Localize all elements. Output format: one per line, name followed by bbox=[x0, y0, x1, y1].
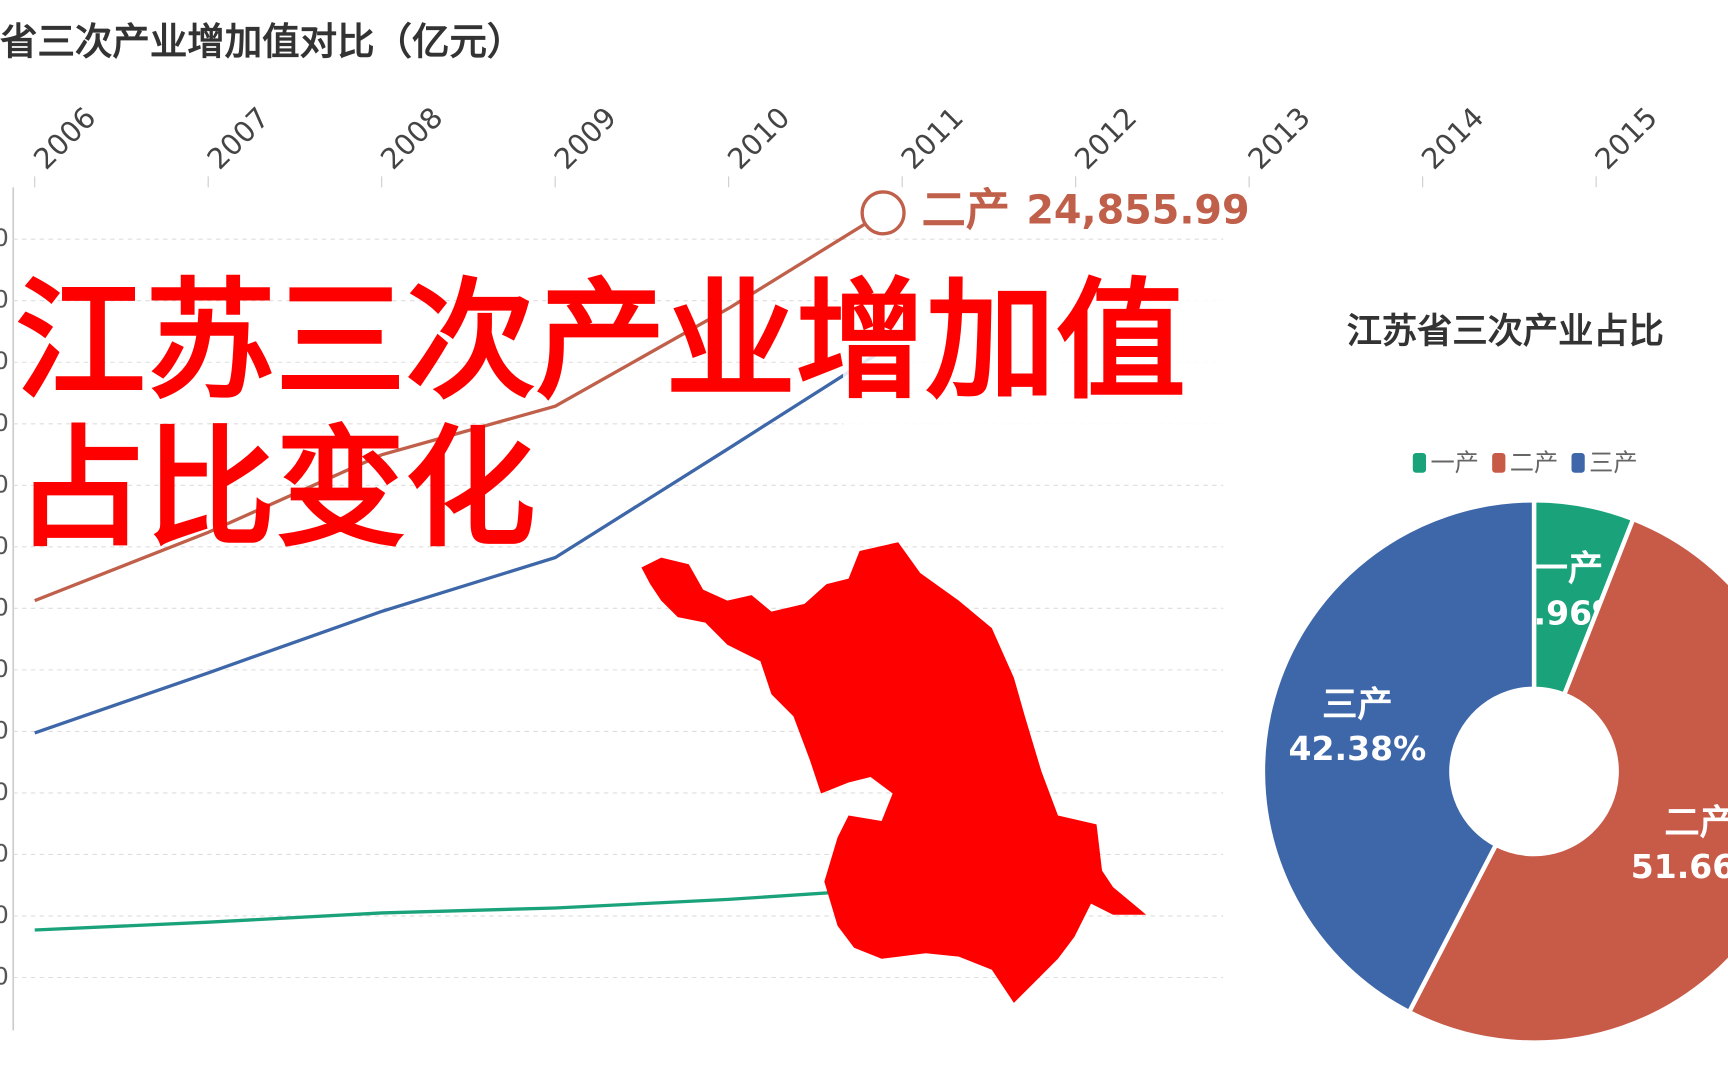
y-tick-label: 20,000 bbox=[0, 346, 9, 375]
y-tick-label: 24,000 bbox=[0, 223, 9, 252]
headline-backdrop bbox=[843, 275, 1295, 436]
y-tick-label: 0 bbox=[0, 962, 9, 991]
y-tick-label: 6,000 bbox=[0, 777, 9, 806]
slice-name: 一产 bbox=[1533, 549, 1604, 590]
legend-swatch bbox=[1571, 452, 1585, 473]
slice-value: 51.66% bbox=[1631, 847, 1728, 886]
y-tick-label: 10,000 bbox=[0, 654, 9, 683]
legend-label: 一产 bbox=[1430, 448, 1478, 477]
y-tick-label: 4,000 bbox=[0, 838, 9, 867]
y-tick-label: 8,000 bbox=[0, 715, 9, 744]
legend-swatch bbox=[1412, 452, 1427, 473]
y-tick-label: 12,000 bbox=[0, 592, 9, 621]
slice-name: 三产 bbox=[1322, 684, 1393, 725]
line-chart-title: 省三次产业增加值对比（亿元） bbox=[0, 20, 524, 64]
series-name-label: 二产 bbox=[922, 185, 1010, 236]
x-tick-label: 2011 bbox=[894, 100, 970, 176]
legend-label: 二产 bbox=[1510, 448, 1558, 477]
x-tick-label: 2007 bbox=[200, 100, 276, 176]
y-tick-label: 2,000 bbox=[0, 900, 9, 929]
pie-title: 江苏省三次产业占比 bbox=[1347, 311, 1664, 352]
headline: 占比变化 bbox=[15, 413, 535, 565]
y-tick-label: 14,000 bbox=[0, 531, 9, 560]
x-tick-label: 2015 bbox=[1588, 100, 1664, 176]
x-tick-label: 2013 bbox=[1241, 100, 1317, 176]
value-label: 24,855.99 bbox=[1026, 187, 1249, 233]
pie-slice bbox=[1260, 498, 1537, 1016]
x-tick-label: 2006 bbox=[27, 100, 103, 176]
slice-name: 二产 bbox=[1664, 803, 1728, 844]
end-marker bbox=[860, 190, 906, 236]
y-tick-label: 22,000 bbox=[0, 285, 9, 314]
line bbox=[34, 887, 884, 932]
x-tick-label: 2014 bbox=[1415, 100, 1491, 176]
headline: 江苏三次产业增加值 bbox=[15, 265, 1185, 417]
x-tick-label: 2008 bbox=[374, 100, 450, 176]
y-tick-label: 16,000 bbox=[0, 469, 9, 498]
pie-slice bbox=[1406, 516, 1728, 1045]
x-tick-label: 2012 bbox=[1068, 100, 1144, 176]
legend-label: 三产 bbox=[1589, 448, 1637, 477]
jiangsu-map bbox=[641, 542, 1147, 1003]
x-tick-label: 2010 bbox=[721, 100, 797, 176]
line bbox=[34, 348, 884, 735]
line bbox=[34, 211, 884, 603]
legend-swatch bbox=[1492, 452, 1506, 473]
x-tick-label: 2009 bbox=[547, 100, 623, 176]
slice-value: 42.38% bbox=[1289, 729, 1427, 768]
y-tick-label: 18,000 bbox=[0, 408, 9, 437]
